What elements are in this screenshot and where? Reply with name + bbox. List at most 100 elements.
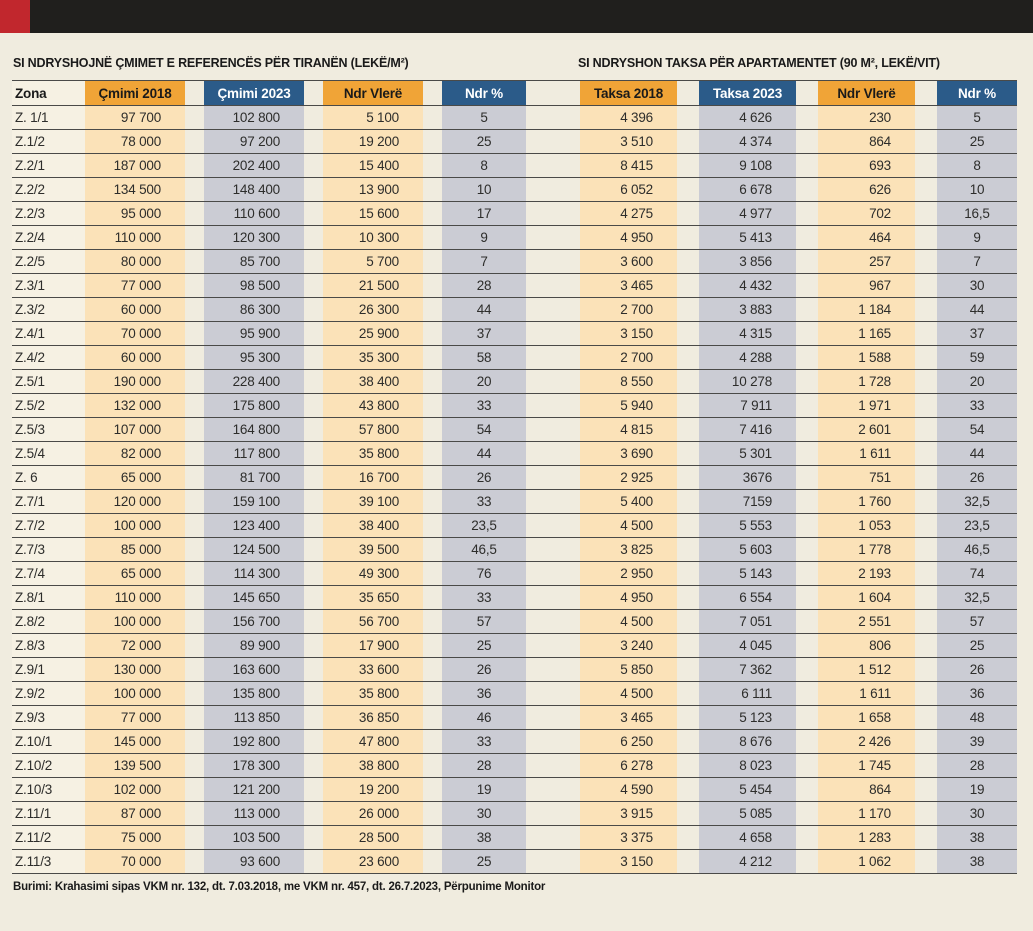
table-row: Z.5/3 107 000 164 800 57 800 54 4 815 7 … bbox=[12, 417, 1017, 442]
table-section-gap bbox=[526, 322, 580, 346]
table-row: Z.11/3 70 000 93 600 23 600 25 3 150 4 2… bbox=[12, 849, 1017, 874]
cmimi-2023-cell: 120 300 bbox=[204, 225, 304, 250]
column-gap bbox=[423, 106, 442, 130]
column-gap bbox=[185, 730, 204, 754]
taksa-2023-cell: 9 108 bbox=[699, 153, 796, 178]
taksa-ndr-pct-cell: 48 bbox=[937, 705, 1017, 730]
taksa-2018-cell: 4 500 bbox=[580, 681, 677, 706]
zone-cell: Z.2/2 bbox=[12, 177, 85, 202]
taksa-ndr-vlere-cell: 1 611 bbox=[818, 441, 915, 466]
column-gap bbox=[915, 514, 937, 538]
taksa-2023-cell: 8 676 bbox=[699, 729, 796, 754]
ndr-pct-cell: 28 bbox=[442, 753, 526, 778]
column-gap bbox=[915, 418, 937, 442]
taksa-2023-cell: 7 416 bbox=[699, 417, 796, 442]
column-gap bbox=[677, 466, 699, 490]
column-gap bbox=[915, 658, 937, 682]
ndr-vlere-cell: 15 400 bbox=[323, 153, 423, 178]
taksa-2023-cell: 7 911 bbox=[699, 393, 796, 418]
column-gap bbox=[915, 754, 937, 778]
cmimi-2018-cell: 65 000 bbox=[85, 465, 185, 490]
table-section-gap bbox=[526, 778, 580, 802]
taksa-2018-cell: 3 150 bbox=[580, 321, 677, 346]
cmimi-2023-cell: 86 300 bbox=[204, 297, 304, 322]
table-section-gap bbox=[526, 202, 580, 226]
taksa-ndr-vlere-cell: 1 062 bbox=[818, 849, 915, 874]
taksa-ndr-pct-cell: 36 bbox=[937, 681, 1017, 706]
column-gap bbox=[304, 850, 323, 874]
zone-cell: Z.2/4 bbox=[12, 225, 85, 250]
cmimi-2018-cell: 82 000 bbox=[85, 441, 185, 466]
column-gap bbox=[677, 298, 699, 322]
column-gap bbox=[304, 538, 323, 562]
cmimi-2023-cell: 113 850 bbox=[204, 705, 304, 730]
column-gap bbox=[304, 226, 323, 250]
cmimi-2023-cell: 117 800 bbox=[204, 441, 304, 466]
table-section-gap bbox=[526, 490, 580, 514]
column-gap bbox=[677, 442, 699, 466]
column-gap bbox=[796, 778, 818, 802]
cmimi-2018-cell: 60 000 bbox=[85, 297, 185, 322]
column-gap bbox=[185, 514, 204, 538]
cmimi-2023-cell: 163 600 bbox=[204, 657, 304, 682]
cmimi-2018-cell: 97 700 bbox=[85, 105, 185, 130]
ndr-pct-cell: 26 bbox=[442, 657, 526, 682]
taksa-2018-cell: 2 925 bbox=[580, 465, 677, 490]
column-gap bbox=[796, 802, 818, 826]
zone-cell: Z.9/2 bbox=[12, 681, 85, 706]
taksa-ndr-pct-cell: 54 bbox=[937, 417, 1017, 442]
cmimi-2018-cell: 134 500 bbox=[85, 177, 185, 202]
column-gap bbox=[304, 322, 323, 346]
column-gap bbox=[304, 154, 323, 178]
column-gap bbox=[796, 682, 818, 706]
taksa-2023-cell: 5 123 bbox=[699, 705, 796, 730]
column-gap bbox=[185, 610, 204, 634]
cmimi-2023-cell: 156 700 bbox=[204, 609, 304, 634]
cmimi-2018-cell: 132 000 bbox=[85, 393, 185, 418]
col-header-ndr-vlere: Ndr Vlerë bbox=[323, 80, 423, 106]
column-gap bbox=[915, 706, 937, 730]
column-gap bbox=[677, 370, 699, 394]
cmimi-2023-cell: 148 400 bbox=[204, 177, 304, 202]
column-gap bbox=[423, 826, 442, 850]
taksa-ndr-pct-cell: 57 bbox=[937, 609, 1017, 634]
ndr-vlere-cell: 57 800 bbox=[323, 417, 423, 442]
column-gap bbox=[915, 850, 937, 874]
column-gap bbox=[796, 562, 818, 586]
column-gap bbox=[796, 490, 818, 514]
column-gap bbox=[304, 658, 323, 682]
taksa-2023-cell: 4 045 bbox=[699, 633, 796, 658]
table-section-gap bbox=[526, 706, 580, 730]
column-gap bbox=[304, 106, 323, 130]
column-gap bbox=[915, 682, 937, 706]
ndr-vlere-cell: 10 300 bbox=[323, 225, 423, 250]
cmimi-2023-cell: 135 800 bbox=[204, 681, 304, 706]
table-row: Z. 6 65 000 81 700 16 700 26 2 925 3676 … bbox=[12, 465, 1017, 490]
table-row: Z.9/2 100 000 135 800 35 800 36 4 500 6 … bbox=[12, 681, 1017, 706]
cmimi-2023-cell: 103 500 bbox=[204, 825, 304, 850]
taksa-2018-cell: 6 052 bbox=[580, 177, 677, 202]
column-gap bbox=[677, 154, 699, 178]
brand-red-square bbox=[0, 0, 30, 33]
column-gap bbox=[185, 706, 204, 730]
column-gap bbox=[915, 130, 937, 154]
column-gap bbox=[185, 682, 204, 706]
column-gap bbox=[796, 610, 818, 634]
ndr-pct-cell: 7 bbox=[442, 249, 526, 274]
taksa-2023-cell: 4 626 bbox=[699, 105, 796, 130]
ndr-vlere-cell: 35 800 bbox=[323, 441, 423, 466]
column-gap bbox=[915, 178, 937, 202]
taksa-ndr-pct-cell: 25 bbox=[937, 633, 1017, 658]
column-gap bbox=[915, 226, 937, 250]
ndr-vlere-cell: 56 700 bbox=[323, 609, 423, 634]
column-gap bbox=[304, 202, 323, 226]
cmimi-2018-cell: 100 000 bbox=[85, 513, 185, 538]
taksa-2023-cell: 3676 bbox=[699, 465, 796, 490]
column-gap bbox=[185, 442, 204, 466]
column-gap bbox=[915, 81, 937, 106]
column-gap bbox=[185, 562, 204, 586]
zone-cell: Z.5/1 bbox=[12, 369, 85, 394]
column-gap bbox=[304, 610, 323, 634]
taksa-ndr-vlere-cell: 1 283 bbox=[818, 825, 915, 850]
cmimi-2018-cell: 139 500 bbox=[85, 753, 185, 778]
